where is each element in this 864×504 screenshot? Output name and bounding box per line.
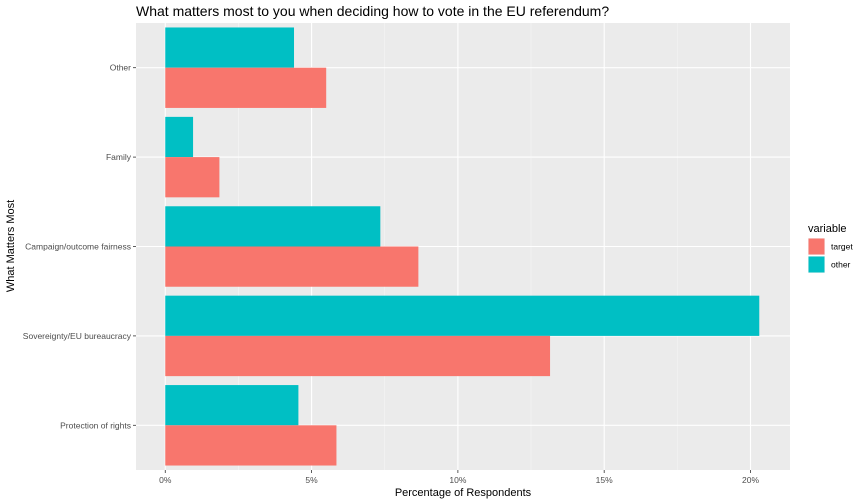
bar-target <box>165 67 327 108</box>
x-axis-ticks: 0% 5% 10% 15% 20% <box>159 470 759 485</box>
legend-title: variable <box>808 223 847 235</box>
x-tick-label: 10% <box>449 475 466 485</box>
y-tick-label: Sovereignty/EU bureaucracy <box>23 331 132 341</box>
x-tick-label: 20% <box>742 475 759 485</box>
legend-label-other: other <box>831 260 851 270</box>
bar-target <box>165 335 551 377</box>
bar-other <box>165 206 381 247</box>
legend-key-target <box>808 238 825 255</box>
x-tick-label: 5% <box>305 475 318 485</box>
y-tick-label: Protection of rights <box>60 420 131 430</box>
legend-label-target: target <box>831 242 853 252</box>
bar-other <box>165 385 299 426</box>
bar-other <box>165 295 760 336</box>
y-tick-label: Campaign/outcome fairness <box>25 242 131 252</box>
bars <box>165 27 760 466</box>
bar-target <box>165 425 337 466</box>
chart-title: What matters most to you when deciding h… <box>136 3 609 19</box>
bar-other <box>165 27 295 68</box>
bar-other <box>165 116 194 158</box>
x-axis-title: Percentage of Respondents <box>395 487 532 499</box>
legend: variable target other <box>808 223 853 273</box>
y-tick-label: Family <box>106 152 132 162</box>
x-tick-label: 0% <box>159 475 172 485</box>
bar-target <box>165 246 419 287</box>
x-tick-label: 15% <box>596 475 613 485</box>
legend-key-other <box>808 256 825 273</box>
y-axis-ticks: Protection of rights Sovereignty/EU burea… <box>23 63 136 430</box>
y-tick-label: Other <box>110 63 131 73</box>
y-axis-title: What Matters Most <box>5 200 17 292</box>
bar-target <box>165 157 220 198</box>
